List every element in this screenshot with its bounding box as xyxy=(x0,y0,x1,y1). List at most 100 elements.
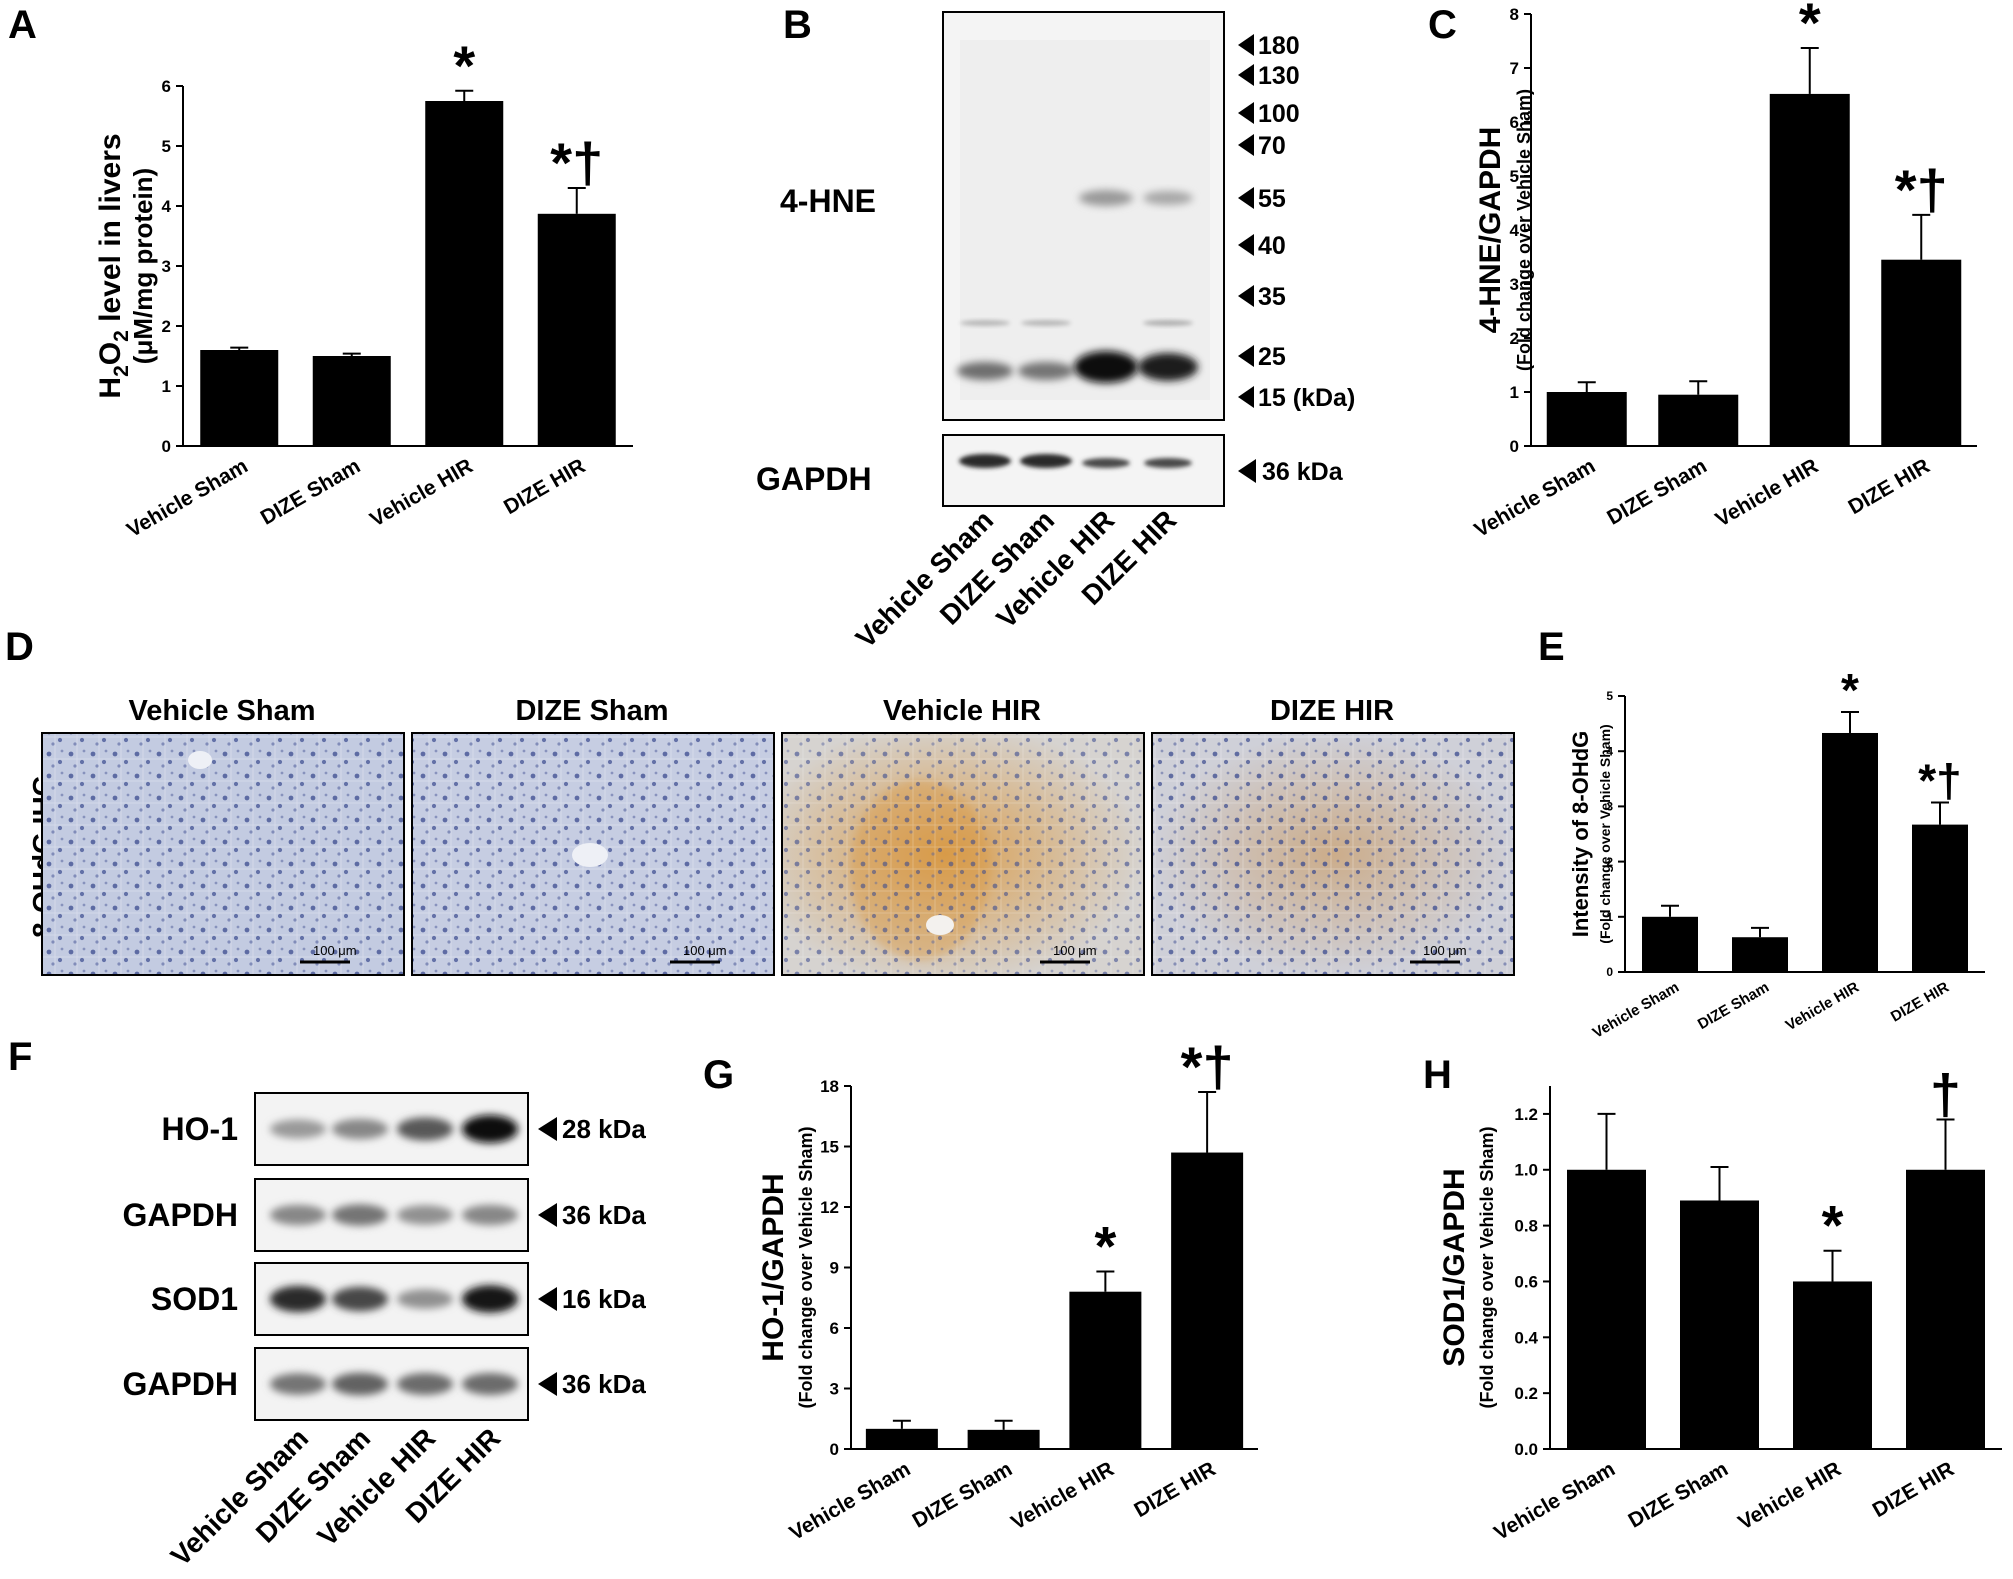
chart-c-ytick-label: 2 xyxy=(1510,329,1519,348)
chart-h-ytick-label: 0.6 xyxy=(1514,1272,1538,1291)
chart-a-ytick-label: 5 xyxy=(162,137,171,156)
mw-arrow xyxy=(1238,102,1254,124)
chart-c-ylabel: 4-HNE/GAPDH xyxy=(1474,127,1507,334)
blot-label-gapdh: GAPDH xyxy=(756,461,872,497)
chart-a-ylabel: H2O2 level in livers xyxy=(94,133,133,398)
band-30-lane1 xyxy=(960,320,1010,326)
panel-d-ihc: 8-OHdG IHC Vehicle Sham 100 μm DIZE Sham… xyxy=(27,695,1515,976)
band-20-dize-hir xyxy=(1138,353,1198,381)
mw-arrow xyxy=(1238,459,1256,483)
mw-marker-label: 35 xyxy=(1258,283,1286,311)
chart-e-category-label: DIZE Sham xyxy=(1695,979,1772,1033)
panel-g-letter: G xyxy=(703,1053,734,1097)
chart-a-ytick-label: 0 xyxy=(162,437,171,456)
chart-e-ylabel: Intensity of 8-OHdG xyxy=(1568,731,1593,938)
chart-g-ho1: 0 3 6 9 12 15 18 HO-1/GAPDH (Fold change over Ve… xyxy=(757,1035,1258,1545)
blot-f-band xyxy=(397,1205,453,1225)
chart-e-ytick-label: 3 xyxy=(1606,800,1613,814)
blot-f-band xyxy=(462,1373,518,1395)
chart-a-category-label: DIZE HIR xyxy=(500,454,589,519)
chart-h-bar xyxy=(1567,1169,1646,1449)
ihc-frame-dize-hir xyxy=(1151,732,1515,976)
chart-a-ytick-label: 1 xyxy=(162,377,171,396)
chart-g-bar xyxy=(967,1429,1040,1449)
chart-g-ytick-label: 12 xyxy=(820,1198,839,1217)
chart-c-category-label: DIZE Sham xyxy=(1603,454,1711,529)
chart-h-significance: * xyxy=(1822,1194,1844,1257)
chart-a-bar xyxy=(312,356,391,446)
chart-h-ytick-label: 0.4 xyxy=(1514,1328,1538,1347)
ihc-cells-vehicle-sham xyxy=(42,733,404,975)
chart-c-4hne: 0 1 2 3 4 5 6 7 8 4-HNE/GAPDH (Fold change over Ve… xyxy=(1470,0,1977,542)
chart-c-ytick-label: 6 xyxy=(1510,113,1519,132)
chart-a-category-label: Vehicle Sham xyxy=(123,454,252,542)
ihc-title-vehicle-hir: Vehicle HIR xyxy=(883,695,1041,727)
chart-a-ylabel-sub: (μM/mg protein) xyxy=(128,168,158,364)
mw-arrow xyxy=(1238,64,1254,86)
chart-e-category-label: Vehicle Sham xyxy=(1590,979,1682,1042)
ihc-vessel xyxy=(188,751,212,769)
chart-g-category-label: Vehicle Sham xyxy=(786,1457,915,1545)
ihc-frame-dize-sham xyxy=(411,732,775,976)
chart-a-category-label: Vehicle HIR xyxy=(366,454,477,531)
blot-f-band xyxy=(270,1285,326,1313)
band-20-dize-sham xyxy=(1018,362,1074,380)
chart-h-category-label: Vehicle HIR xyxy=(1734,1457,1845,1534)
blot-f-band xyxy=(332,1204,388,1226)
blot-f-label: GAPDH xyxy=(122,1366,238,1402)
chart-g-ytick-label: 18 xyxy=(820,1077,839,1096)
chart-g-bar xyxy=(865,1428,938,1449)
chart-h-significance: † xyxy=(1930,1063,1961,1126)
ihc-scale-vehicle-sham: 100 μm xyxy=(313,943,357,958)
panel-e-letter: E xyxy=(1538,625,1565,669)
blot-f-band xyxy=(270,1204,326,1226)
chart-c-bar xyxy=(1769,93,1850,447)
blot-f-band xyxy=(332,1372,388,1396)
mw-arrow xyxy=(1238,34,1254,56)
chart-h-ytick-label: 1.2 xyxy=(1514,1105,1538,1124)
chart-c-ytick-label: 0 xyxy=(1510,437,1519,456)
chart-g-ytick-label: 0 xyxy=(830,1440,839,1459)
panel-f-blots: HO-1 28 kDa GAPDH 36 kDa SOD1 16 kDa GAPDH 36 k… xyxy=(122,1092,646,1572)
chart-h-category-label: Vehicle Sham xyxy=(1490,1457,1619,1545)
chart-h-ytick-label: 0.8 xyxy=(1514,1217,1538,1236)
f-blot-stack: HO-1 28 kDa GAPDH 36 kDa SOD1 16 kDa GAPDH 36 k… xyxy=(122,1092,646,1421)
chart-g-significance: *† xyxy=(1181,1035,1234,1098)
chart-g-category-label: DIZE Sham xyxy=(909,1457,1017,1532)
chart-c-bar xyxy=(1881,259,1962,446)
chart-c-ytick-label: 8 xyxy=(1510,5,1519,24)
band-30-lane4 xyxy=(1143,320,1193,326)
chart-a-ytick-label: 2 xyxy=(162,317,171,336)
ihc-frame-vehicle-hir xyxy=(781,732,1145,976)
chart-e-category-label: Vehicle HIR xyxy=(1783,979,1862,1035)
ihc-title-dize-sham: DIZE Sham xyxy=(515,695,668,727)
mw-arrow xyxy=(538,1117,557,1141)
panel-d-letter: D xyxy=(5,625,34,669)
chart-g-ytick-label: 6 xyxy=(830,1319,839,1338)
chart-a-bar xyxy=(537,213,616,446)
band-gapdh-lane1 xyxy=(959,454,1011,468)
chart-a-ytick-label: 3 xyxy=(162,257,171,276)
chart-h-sod1: 0.0 0.2 0.4 0.6 0.8 1.0 1.2 SOD1/GAPDH (Fold cha… xyxy=(1438,1063,2002,1545)
blot-f-band xyxy=(270,1119,326,1139)
chart-c-ylabel-sub: (Fold change over Vehicle Sham) xyxy=(1514,89,1534,371)
mw-marker-label: 40 xyxy=(1258,232,1286,260)
chart-e-bar xyxy=(1732,937,1788,972)
chart-g-ytick-label: 3 xyxy=(830,1379,839,1398)
chart-e-bar xyxy=(1912,824,1968,972)
mw-arrow xyxy=(1238,345,1254,367)
panel-b-letter: B xyxy=(783,3,812,47)
ihc-cells-vehicle-hir xyxy=(782,733,1144,975)
blot-f-band xyxy=(462,1285,518,1313)
chart-e-ylabel-sub: (Fold change over Vehicle Sham) xyxy=(1597,724,1613,943)
chart-c-bar xyxy=(1658,394,1739,446)
chart-e-category-label: DIZE HIR xyxy=(1888,979,1952,1026)
blot-label-4hne: 4-HNE xyxy=(780,183,876,219)
blot-gapdh-membrane xyxy=(942,434,1225,507)
ihc-vessel xyxy=(572,843,608,867)
mw-marker-label: 16 kDa xyxy=(562,1284,646,1314)
